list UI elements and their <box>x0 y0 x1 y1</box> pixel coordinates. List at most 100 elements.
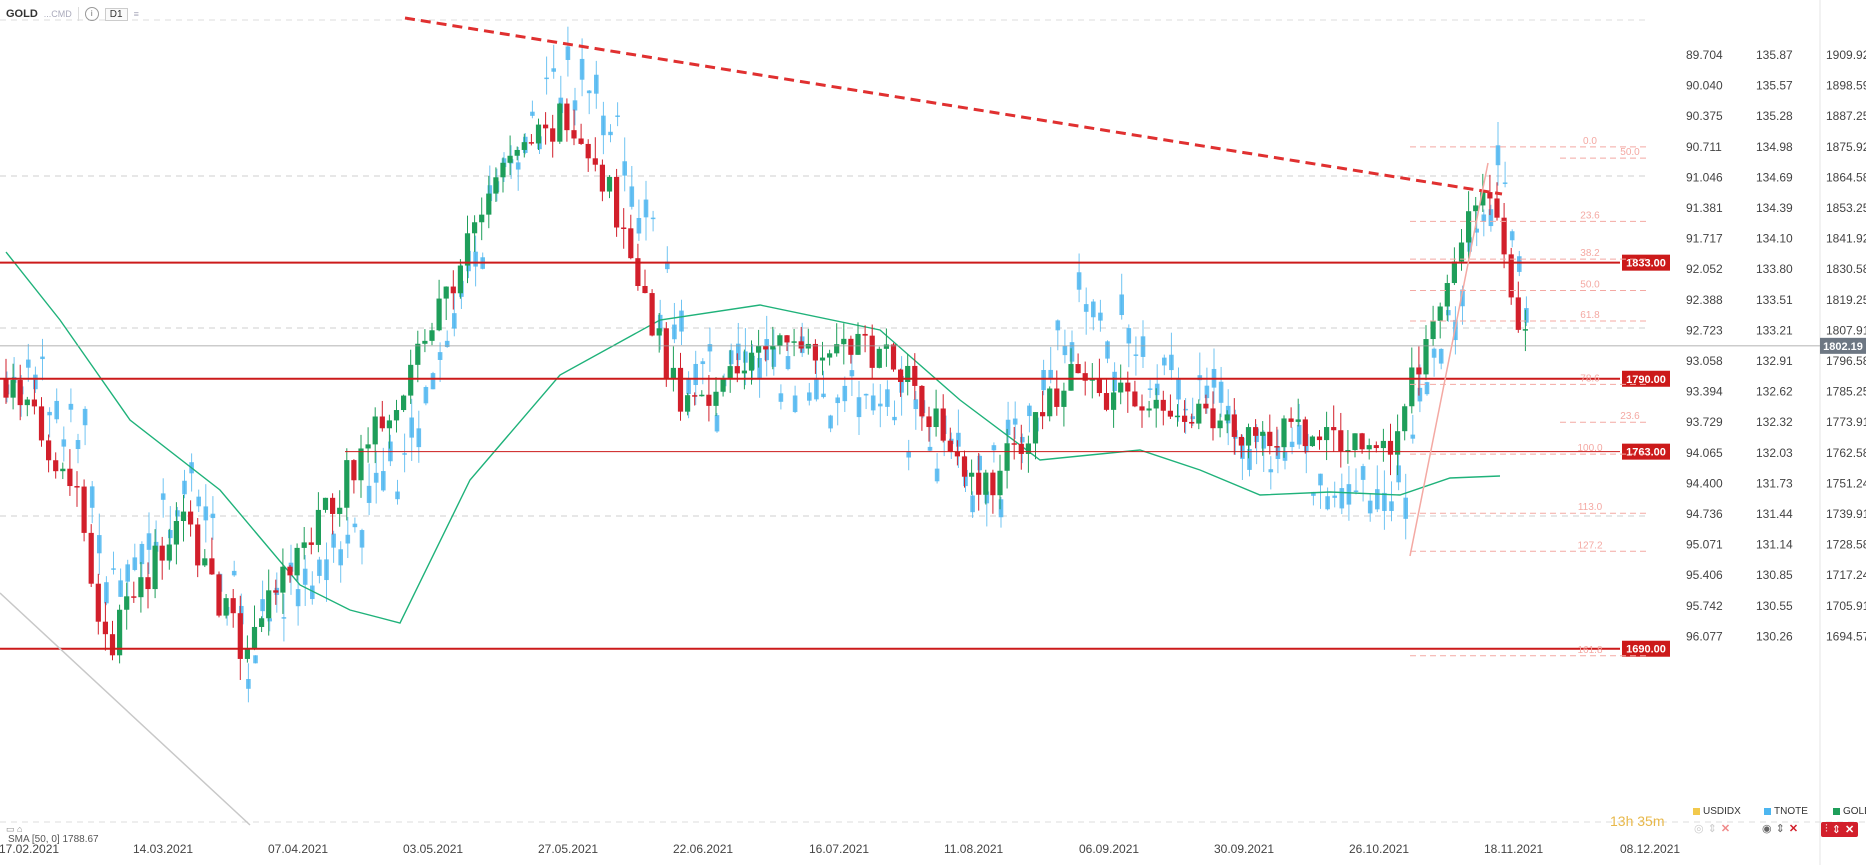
horizontal-levels[interactable]: 1833.00 1790.00 1763.00 1690.00 1802.19 <box>0 254 1866 657</box>
gold-candle-body <box>1501 217 1507 255</box>
gold-candle-body <box>1416 367 1422 375</box>
tnote-candle-body <box>33 374 38 390</box>
tnote-candle-body <box>1481 214 1487 222</box>
gold-candle-body <box>117 609 123 656</box>
gold-candle-body <box>1437 306 1443 321</box>
chart-type-icon[interactable]: ≡ <box>133 9 139 19</box>
gold-candle-body <box>109 634 116 656</box>
tnote-candle-body <box>1524 308 1529 323</box>
gold-candle-body <box>770 345 776 350</box>
usdidx-tick: 95.071 <box>1686 538 1723 552</box>
tnote-candle-body <box>54 400 59 420</box>
tnote-candle-body <box>1261 433 1266 449</box>
tnote-candle-body <box>132 557 138 570</box>
gold-candle-body <box>1316 436 1323 441</box>
usdidx-tick: 91.717 <box>1686 232 1723 246</box>
gold-candle-body <box>280 566 286 593</box>
time-tick: 16.07.2021 <box>809 842 869 856</box>
gold-candle-body <box>1139 406 1145 411</box>
gold-candle-body <box>649 293 655 336</box>
trendlines[interactable] <box>0 16 1503 826</box>
gold-candle-body <box>1253 427 1259 436</box>
gold-candle-body <box>890 344 897 370</box>
sma-line <box>5 251 1501 624</box>
gold-candle-body <box>1309 436 1315 447</box>
gold-controls[interactable]: ⫶ ⇕ ✕ <box>1821 822 1859 837</box>
gold-tick: 1830.58 <box>1826 262 1866 276</box>
gold-candle-body <box>209 558 215 575</box>
tnote-candle-body <box>139 543 145 565</box>
gold-candle-body <box>408 364 414 396</box>
gold-candle-body <box>514 149 520 156</box>
time-tick: 17.02.2021 <box>0 842 59 856</box>
usdidx-tick: 93.058 <box>1686 354 1723 368</box>
price-axes: 89.704 90.040 90.375 90.711 91.046 91.381 91.7… <box>1686 48 1866 643</box>
tnote-candle-body <box>906 451 911 458</box>
tnote-candle-body <box>104 582 109 604</box>
tnote-candle-body <box>728 350 734 365</box>
tnote-candle-body <box>1509 231 1515 241</box>
tnote-controls[interactable]: ◉ ⇕ ✕ <box>1762 822 1798 835</box>
usdidx-tick: 93.729 <box>1686 415 1723 429</box>
gold-candle-body <box>1210 408 1216 429</box>
gold-candle-body <box>1238 436 1244 446</box>
eye-icon[interactable]: ◉ <box>1762 823 1772 835</box>
tnote-candle-body <box>416 428 422 448</box>
sma-indicator-label[interactable]: SMA [50, 0] 1788.67 <box>8 834 99 845</box>
tnote-candle-body <box>310 585 315 600</box>
gold-candle-body <box>1111 392 1117 410</box>
fib-level-label: 127.2 <box>1577 540 1602 551</box>
gold-candle-body <box>358 448 364 481</box>
gold-candle-body <box>1189 421 1195 424</box>
symbol-label[interactable]: GOLD <box>6 8 38 20</box>
tnote-candle-body <box>977 455 982 471</box>
close-icon[interactable]: ✕ <box>1844 824 1855 836</box>
sort-icon[interactable]: ⇕ <box>1831 824 1841 836</box>
gold-candle-body <box>606 176 613 192</box>
close-icon[interactable]: ✕ <box>1788 823 1799 835</box>
legend-usdidx[interactable]: USDIDX <box>1693 806 1741 817</box>
tnote-candle-body <box>260 599 265 612</box>
sort-icon[interactable]: ⇕ <box>1707 823 1717 835</box>
usdidx-tick: 89.704 <box>1686 48 1723 62</box>
tnote-tick: 130.85 <box>1756 568 1793 582</box>
tnote-candle-body <box>373 472 379 483</box>
usdidx-tick: 91.381 <box>1686 201 1723 215</box>
tnote-candle-body <box>1126 328 1132 344</box>
tnote-candle-body <box>1474 228 1479 233</box>
gold-candle-body <box>1324 427 1330 441</box>
fibonacci-retracement[interactable]: 0.0 50.0 23.6 38.2 50.0 61.8 78.6 23.6 100.0 113.… <box>1410 136 1650 657</box>
tnote-tick: 132.62 <box>1756 385 1793 399</box>
tnote-tick: 135.57 <box>1756 79 1793 93</box>
gold-candle-body <box>166 544 172 561</box>
symbol-market: ...CMD <box>43 9 72 19</box>
candle-type-icon[interactable]: ⫶ <box>1825 823 1828 835</box>
gold-candle-body <box>1494 198 1500 218</box>
tnote-tick: 131.14 <box>1756 538 1793 552</box>
eye-icon[interactable]: ◎ <box>1694 823 1704 835</box>
tnote-candle-body <box>764 339 769 361</box>
timeframe-selector[interactable]: D1 <box>104 7 128 21</box>
clock-icon[interactable]: i <box>84 7 99 21</box>
tnote-candle-body <box>196 496 201 507</box>
fib-level-label: 23.6 <box>1580 210 1600 221</box>
time-tick: 07.04.2021 <box>268 842 328 856</box>
gold-candle-body <box>1040 412 1046 417</box>
usdidx-controls[interactable]: ◎ ⇕ ✕ <box>1694 822 1730 835</box>
gold-candle-body <box>1160 399 1166 411</box>
legend-tnote[interactable]: TNOTE <box>1764 806 1808 817</box>
fib-anchor-line <box>1409 162 1489 557</box>
time-tick: 30.09.2021 <box>1214 842 1274 856</box>
close-icon[interactable]: ✕ <box>1720 823 1731 835</box>
tnote-candle-body <box>1438 348 1444 364</box>
indicator-icons[interactable]: ▭ ⌂ <box>6 824 23 834</box>
gold-candle-body <box>372 416 378 445</box>
tnote-candle-body <box>345 534 351 544</box>
tnote-candle-body <box>515 162 521 170</box>
tnote-candle-body <box>366 485 372 503</box>
legend-gold[interactable]: GOLD <box>1833 806 1866 817</box>
gold-candle-body <box>543 124 549 129</box>
tnote-candle-body <box>1332 495 1337 498</box>
sort-icon[interactable]: ⇕ <box>1775 823 1785 835</box>
